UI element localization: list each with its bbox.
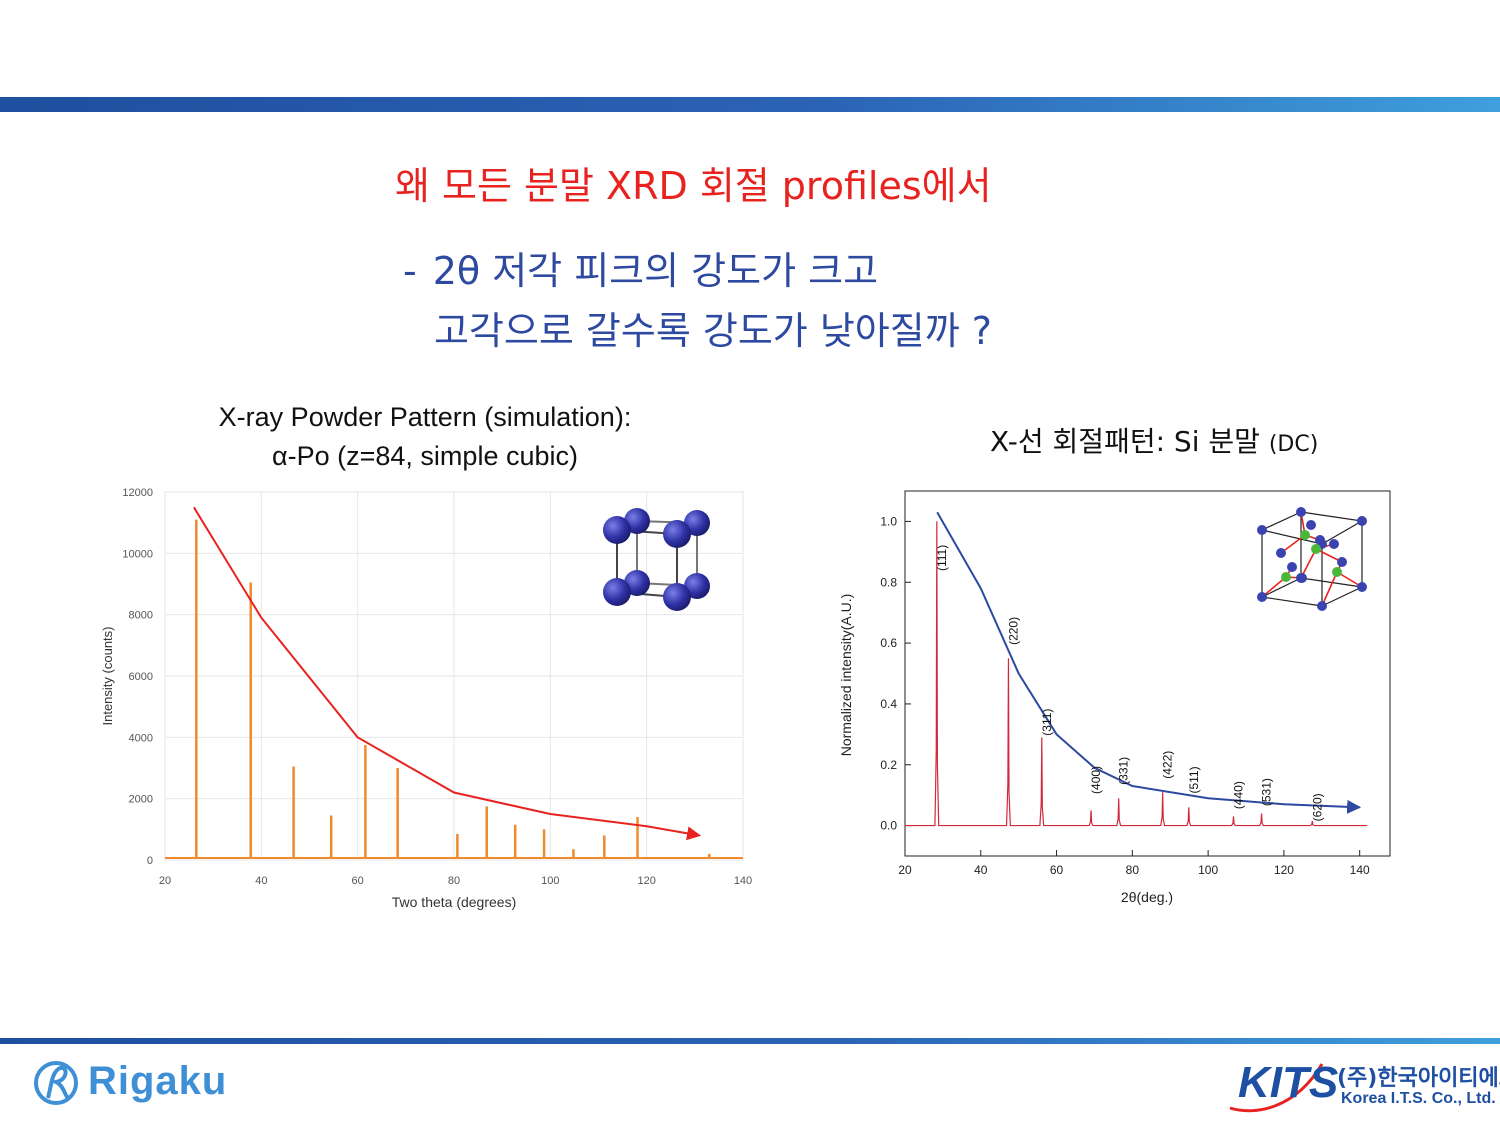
header-band xyxy=(0,97,1500,112)
right-peak-label: (400) xyxy=(1089,766,1103,794)
right-x-tick-label: 80 xyxy=(1126,863,1140,877)
right-peak-label: (620) xyxy=(1310,793,1324,821)
left-x-tick-label: 140 xyxy=(734,875,752,887)
left-y-tick-label: 6000 xyxy=(129,671,153,683)
left-y-tick-label: 0 xyxy=(147,855,153,867)
right-peak-label: (531) xyxy=(1260,778,1274,806)
right-x-tick-label: 140 xyxy=(1350,863,1370,877)
subtitle-line-1: -2θ 저각 피크의 강도가 크고 xyxy=(403,240,878,295)
footer-band xyxy=(0,1038,1500,1044)
right-y-tick-label: 0.6 xyxy=(880,636,897,650)
company-name-korean: (주)한국아이티에스 xyxy=(1337,1066,1500,1091)
right-peak-labels: (111) (220) (311) (400) (331) (422) (511) (440)… xyxy=(935,545,1324,822)
left-x-tick-label: 100 xyxy=(541,875,559,887)
right-x-tick-label: 100 xyxy=(1198,863,1218,877)
right-x-tick-label: 120 xyxy=(1274,863,1294,877)
right-x-tick-label: 60 xyxy=(1050,863,1064,877)
left-x-tick-label: 60 xyxy=(352,875,364,887)
right-peak-label: (111) xyxy=(935,545,949,571)
rigaku-logo-icon xyxy=(34,1061,78,1105)
right-y-tick-label: 0.2 xyxy=(880,758,897,772)
left-y-axis-label: Intensity (counts) xyxy=(100,627,115,726)
left-x-tick-label: 40 xyxy=(255,875,267,887)
left-trend-arrow xyxy=(193,506,702,841)
left-x-axis-label: Two theta (degrees) xyxy=(392,894,517,910)
left-peaks xyxy=(165,519,743,859)
subtitle-line-1-text: 2θ 저각 피크의 강도가 크고 xyxy=(432,249,879,293)
left-tick-labels: 20 40 60 80 100 120 140 0 2000 4000 6000 8000 10000 1… xyxy=(122,487,752,887)
right-peak-label: (331) xyxy=(1117,757,1131,785)
right-y-tick-label: 1.0 xyxy=(880,514,897,528)
right-chart-title-main: X-선 회절패턴: Si 분말 xyxy=(990,425,1260,458)
right-chart-title-suffix: (DC) xyxy=(1268,432,1319,457)
right-trend-arrow xyxy=(936,511,1362,814)
diamond-cubic-structure-icon xyxy=(1257,507,1367,611)
right-x-axis-label: 2θ(deg.) xyxy=(1121,889,1173,905)
left-x-tick-label: 80 xyxy=(448,875,460,887)
left-x-tick-label: 20 xyxy=(159,875,171,887)
left-y-tick-label: 12000 xyxy=(122,487,153,499)
left-y-tick-label: 10000 xyxy=(122,548,153,560)
right-diffraction-line xyxy=(905,521,1368,827)
right-y-tick-label: 0.8 xyxy=(880,575,897,589)
right-plot-area xyxy=(904,490,1391,857)
right-x-tick-label: 20 xyxy=(898,863,912,877)
left-y-tick-label: 8000 xyxy=(129,610,153,622)
right-x-tick-label: 40 xyxy=(974,863,988,877)
kits-logo: KITS xyxy=(1238,1058,1339,1107)
subtitle-line-2: 고각으로 갈수록 강도가 낮아질까 ? xyxy=(434,309,992,353)
right-tick-labels: 20 40 60 80 100 120 140 0.0 0.2 0.4 0.6 0.8 1.0 xyxy=(880,514,1370,877)
left-y-tick-label: 4000 xyxy=(129,732,153,744)
right-peak-label: (422) xyxy=(1161,751,1175,779)
left-x-tick-label: 120 xyxy=(637,875,655,887)
left-chart: 20 40 60 80 100 120 140 0 2000 4000 6000 8000 10000 1… xyxy=(100,487,752,910)
right-peak-label: (511) xyxy=(1187,766,1201,793)
subtitle-dash: - xyxy=(403,249,417,293)
slide-title: 왜 모든 분말 XRD 회절 profiles에서 xyxy=(395,164,992,208)
kits-swoosh-icon xyxy=(1229,1063,1324,1113)
right-peak-label: (440) xyxy=(1232,781,1246,809)
left-y-tick-label: 2000 xyxy=(129,794,153,806)
simple-cubic-structure-icon xyxy=(603,508,710,611)
right-y-tick-label: 0.0 xyxy=(880,819,897,833)
right-peak-label: (220) xyxy=(1006,617,1020,645)
left-gridlines xyxy=(164,491,744,861)
right-y-tick-label: 0.4 xyxy=(880,697,897,711)
right-y-axis-label: Normalized intensity(A.U.) xyxy=(838,594,854,757)
right-peak-label: (311) xyxy=(1040,709,1054,736)
right-chart-title: X-선 회절패턴: Si 분말 (DC) xyxy=(990,420,1318,460)
right-chart: 20 40 60 80 100 120 140 0.0 0.2 0.4 0.6 0.8 1.0 (111… xyxy=(838,490,1391,905)
left-chart-title-1: X-ray Powder Pattern (simulation): xyxy=(218,402,632,432)
rigaku-logo-text: Rigaku xyxy=(88,1059,228,1103)
company-name-english: Korea I.T.S. Co., Ltd. xyxy=(1341,1090,1496,1107)
left-chart-title-2: α-Po (z=84, simple cubic) xyxy=(272,441,578,471)
